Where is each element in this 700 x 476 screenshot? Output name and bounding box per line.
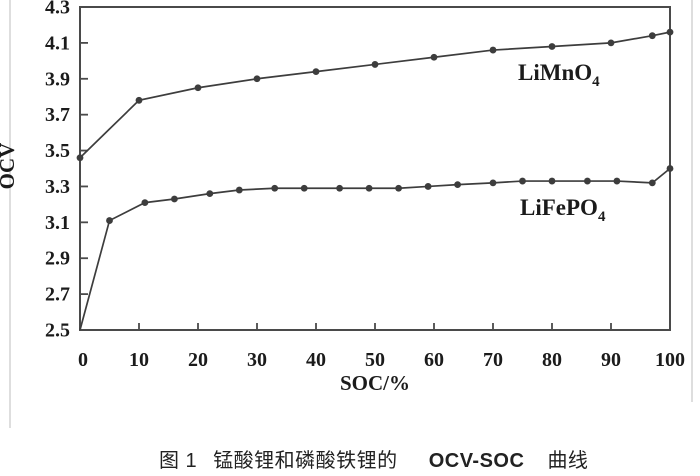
x-tick-label: 70 xyxy=(483,349,503,371)
data-point-LiMnO4 xyxy=(666,28,674,36)
x-tick-label: 60 xyxy=(424,349,444,371)
y-tick-label: 3.5 xyxy=(45,140,70,162)
x-tick-label: 30 xyxy=(247,349,267,371)
data-point-LiFePO4 xyxy=(548,177,556,185)
y-tick-label: 2.7 xyxy=(45,284,70,306)
series-line-LiFePO4 xyxy=(79,167,671,331)
data-point-LiFePO4 xyxy=(454,181,461,189)
y-tick-label: 3.9 xyxy=(45,68,70,90)
series-label-LiFePO4: LiFePO4 xyxy=(520,195,606,225)
ocv-soc-chart: 2.5 2.7 2.9 3.1 3.3 3.5 3.7 3.9 4.1 4.3 0 10 20 30 40 5… xyxy=(0,0,693,428)
x-tick-label: 80 xyxy=(542,349,562,371)
data-point-LiMnO4 xyxy=(548,43,556,50)
x-tick-label: 0 xyxy=(78,349,88,371)
data-point-LiMnO4 xyxy=(430,53,438,61)
chart-layer: 2.5 2.7 2.9 3.1 3.3 3.5 3.7 3.9 4.1 4.3 0 10 20 30 40 5… xyxy=(45,0,685,371)
data-point-LiMnO4 xyxy=(489,46,497,54)
data-point-LiFePO4 xyxy=(395,184,402,192)
data-point-LiFePO4 xyxy=(648,179,656,187)
x-tick-label: 50 xyxy=(365,349,385,371)
data-point-LiMnO4 xyxy=(253,75,261,83)
y-tick-label: 4.3 xyxy=(45,0,70,19)
x-tick-label: 100 xyxy=(655,349,685,371)
y-tick-label: 3.7 xyxy=(45,104,70,126)
data-point-LiFePO4 xyxy=(106,217,113,224)
figure-caption: 图 1 锰酸锂和磷酸铁锂的 OCV-SOC 曲线 xyxy=(159,444,588,473)
data-point-LiMnO4 xyxy=(135,96,143,104)
data-point-LiFePO4 xyxy=(206,190,214,198)
data-point-LiMnO4 xyxy=(371,61,379,68)
data-point-LiFePO4 xyxy=(271,184,279,192)
caption-ocv-soc-label: OCV-SOC xyxy=(428,450,525,472)
y-tick-label: 3.1 xyxy=(45,212,70,234)
caption-subject: 锰酸锂和磷酸铁锂的 xyxy=(213,450,398,472)
y-tick-label: 2.9 xyxy=(45,248,70,270)
data-point-LiFePO4 xyxy=(489,179,497,187)
y-tick-label: 4.1 xyxy=(45,32,70,54)
y-tick-label: 3.3 xyxy=(45,176,70,198)
data-point-LiFePO4 xyxy=(336,184,343,192)
data-point-LiFePO4 xyxy=(300,184,308,192)
caption-suffix: 曲线 xyxy=(547,450,589,472)
y-axis-title: OCV xyxy=(0,143,19,190)
series-line-LiMnO4 xyxy=(79,31,671,159)
data-point-LiMnO4 xyxy=(76,154,84,162)
data-point-LiFePO4 xyxy=(365,184,373,192)
plot-frame xyxy=(79,6,671,331)
data-point-LiFePO4 xyxy=(141,199,149,206)
series-label-LiMnO4: LiMnO4 xyxy=(518,60,600,90)
data-point-LiMnO4 xyxy=(312,68,320,75)
data-point-LiFePO4 xyxy=(235,186,243,194)
data-point-LiFePO4 xyxy=(171,195,178,203)
data-point-LiMnO4 xyxy=(648,32,656,40)
data-point-LiFePO4 xyxy=(584,177,591,185)
data-point-LiMnO4 xyxy=(194,84,202,92)
data-point-LiFePO4 xyxy=(613,177,621,185)
data-point-LiFePO4 xyxy=(519,177,526,185)
x-tick-label: 40 xyxy=(306,349,326,371)
data-point-LiMnO4 xyxy=(607,39,615,47)
data-point-LiFePO4 xyxy=(666,165,674,172)
x-tick-label: 20 xyxy=(188,349,208,371)
caption-figure-number: 图 1 xyxy=(159,450,198,472)
y-tick-label: 2.5 xyxy=(45,320,70,342)
x-tick-label: 10 xyxy=(129,349,149,371)
data-point-LiFePO4 xyxy=(424,183,432,190)
x-tick-label: 90 xyxy=(601,349,621,371)
x-axis-title: SOC/% xyxy=(340,371,410,395)
